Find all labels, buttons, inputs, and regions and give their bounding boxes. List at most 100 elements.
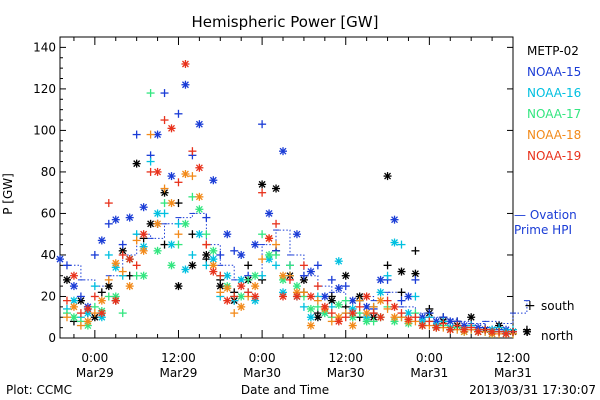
south-marker <box>132 271 141 280</box>
north-marker-d2 <box>293 230 301 238</box>
north-marker <box>69 271 78 280</box>
north-marker-d2 <box>175 282 182 290</box>
north-marker-d2 <box>474 328 482 336</box>
south-marker <box>174 199 183 208</box>
north-marker-d2 <box>307 268 315 276</box>
footer-timestamp: 2013/03/31 17:30:07 <box>469 383 596 397</box>
north-marker-d2 <box>70 297 78 305</box>
north-marker <box>279 147 288 156</box>
south-marker <box>258 271 267 280</box>
north-marker <box>522 327 531 336</box>
south-marker <box>90 292 99 301</box>
north-marker <box>111 215 120 224</box>
north-marker-d2 <box>251 293 259 300</box>
north-marker-d2 <box>300 276 308 284</box>
south-marker <box>341 296 350 305</box>
south-marker <box>272 250 281 259</box>
south-marker <box>397 296 406 305</box>
south-marker <box>132 261 141 270</box>
north-marker <box>411 269 420 278</box>
north-marker <box>292 292 301 301</box>
footer-plot-source: Plot: CCMC <box>6 383 72 397</box>
data-markers <box>56 59 531 338</box>
north-marker-d2 <box>202 251 210 259</box>
north-marker-d2 <box>363 303 371 311</box>
south-marker <box>160 184 169 193</box>
marker-legend-symbol: * <box>524 328 531 344</box>
south-marker <box>118 309 127 318</box>
north-marker <box>139 246 148 255</box>
north-marker <box>69 302 78 311</box>
south-marker <box>285 261 294 270</box>
north-marker <box>181 219 190 228</box>
north-marker-d2 <box>363 317 371 325</box>
north-marker <box>251 292 260 301</box>
north-marker-d2 <box>154 131 162 139</box>
north-marker-d2 <box>237 282 245 290</box>
north-marker-d2 <box>181 81 189 89</box>
south-marker <box>132 130 141 139</box>
north-marker <box>209 176 218 185</box>
north-marker <box>292 230 301 239</box>
ovation-legend-text: — Ovation <box>514 208 577 222</box>
north-marker <box>467 313 476 322</box>
north-marker <box>376 288 385 297</box>
south-marker <box>369 309 378 318</box>
north-marker-d2 <box>363 309 371 317</box>
north-marker <box>418 321 427 330</box>
north-marker-d2 <box>105 282 113 290</box>
y-tick-label: 80 <box>41 165 56 179</box>
south-marker <box>369 317 378 326</box>
north-marker <box>223 230 232 239</box>
north-marker <box>153 246 162 255</box>
south-marker <box>355 302 364 311</box>
north-marker <box>390 215 399 224</box>
north-marker-d2 <box>265 209 273 217</box>
south-marker <box>188 172 197 181</box>
legend-entry: METP-02 <box>527 44 579 58</box>
north-marker <box>251 271 260 280</box>
north-marker-d2 <box>237 293 245 300</box>
north-marker <box>97 309 106 318</box>
north-marker <box>251 282 260 291</box>
north-marker <box>362 317 371 326</box>
north-marker <box>125 255 134 264</box>
north-marker <box>334 284 343 293</box>
north-marker-d2 <box>223 297 231 305</box>
north-marker-d2 <box>119 247 127 255</box>
south-marker <box>383 296 392 305</box>
north-marker-d2 <box>168 261 175 269</box>
north-marker <box>460 325 469 334</box>
north-marker-d2 <box>405 293 412 300</box>
north-marker-d2 <box>133 160 141 168</box>
north-marker-d2 <box>258 180 266 188</box>
north-marker-d2 <box>279 293 287 300</box>
south-marker <box>90 309 99 318</box>
south-marker <box>341 313 350 322</box>
south-marker <box>244 261 253 270</box>
y-tick-label: 40 <box>41 248 56 262</box>
north-marker <box>313 313 322 322</box>
north-marker-d2 <box>488 328 496 336</box>
marker-legend: + south * north <box>524 298 575 344</box>
north-marker <box>153 219 162 228</box>
north-marker <box>209 246 218 255</box>
north-marker-d2 <box>307 322 315 330</box>
south-marker <box>97 288 106 297</box>
north-marker-d2 <box>161 189 168 197</box>
north-marker-d2 <box>391 313 398 321</box>
south-marker <box>272 219 281 228</box>
x-tick-time-label: 12:00 <box>328 351 363 365</box>
south-marker <box>188 250 197 259</box>
south-marker <box>411 313 420 322</box>
south-marker <box>146 89 155 98</box>
south-marker <box>160 209 169 218</box>
north-marker-d2 <box>154 209 162 217</box>
north-marker-d2 <box>251 272 259 280</box>
marker-legend-symbol: + <box>524 298 536 314</box>
south-marker <box>327 275 336 284</box>
north-marker-d2 <box>349 297 357 305</box>
north-marker-d2 <box>523 328 531 336</box>
